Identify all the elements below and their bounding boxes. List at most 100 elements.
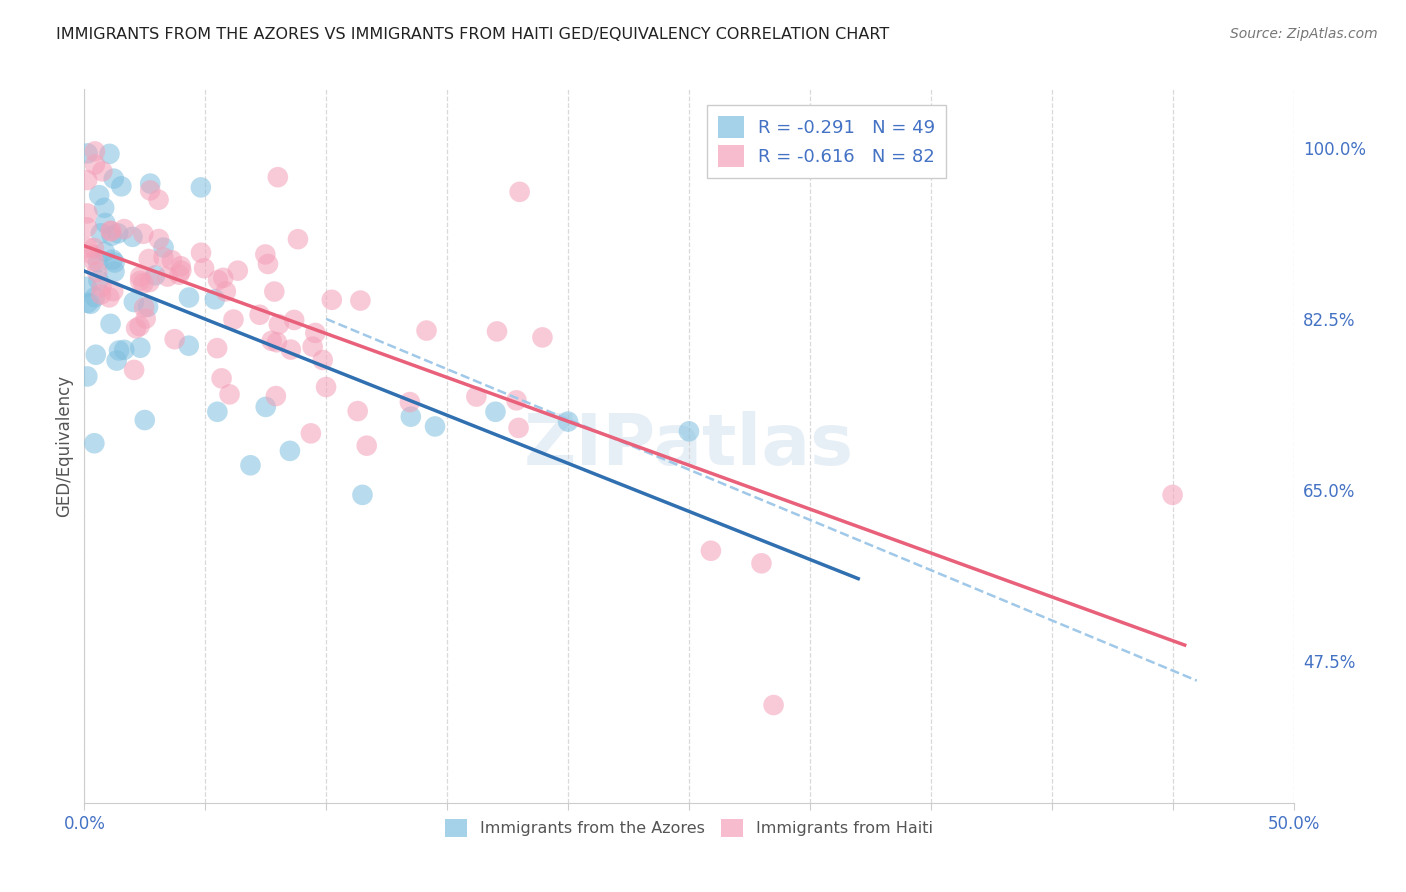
Point [76, 206, 98, 220]
Point [485, 325, 508, 339]
Point [84, 348, 107, 362]
Point [264, 389, 287, 403]
Point [139, 177, 162, 191]
Point [83, 254, 105, 268]
Point [266, 335, 288, 350]
Point [509, 185, 531, 199]
Point [84, 157, 107, 171]
Text: Source: ZipAtlas.com: Source: ZipAtlas.com [1230, 27, 1378, 41]
Point [315, 380, 337, 394]
Point [211, 371, 233, 385]
Point [148, 232, 170, 246]
Point [177, 339, 200, 353]
Point [100, 317, 122, 331]
Text: ZIPatlas: ZIPatlas [524, 411, 853, 481]
Point [132, 276, 155, 290]
Point [263, 285, 285, 299]
Point [93, 244, 115, 259]
Point [100, 224, 122, 238]
Point [239, 458, 262, 473]
Point [1161, 488, 1184, 502]
Point [98, 290, 121, 304]
Point [254, 400, 277, 414]
Y-axis label: GED/Equivalency: GED/Equivalency [55, 375, 73, 517]
Point [76, 280, 98, 294]
Point [301, 340, 323, 354]
Point [352, 488, 374, 502]
Point [152, 240, 174, 254]
Point [278, 443, 301, 458]
Point [283, 313, 305, 327]
Point [287, 232, 309, 246]
Point [349, 293, 371, 308]
Point [160, 253, 183, 268]
Point [177, 291, 200, 305]
Point [190, 245, 212, 260]
Point [143, 268, 166, 283]
Point [304, 326, 326, 340]
Point [90, 280, 112, 294]
Point [112, 222, 135, 236]
Point [190, 180, 212, 194]
Point [125, 321, 148, 335]
Point [222, 312, 245, 326]
Point [103, 284, 125, 298]
Point [299, 426, 322, 441]
Point [129, 274, 152, 288]
Point [83, 436, 105, 450]
Point [76, 240, 98, 254]
Point [399, 395, 422, 409]
Point [134, 413, 156, 427]
Point [226, 263, 249, 277]
Point [139, 183, 162, 197]
Point [91, 164, 114, 178]
Point [98, 147, 121, 161]
Point [134, 301, 156, 315]
Point [138, 275, 160, 289]
Point [135, 311, 157, 326]
Point [87, 255, 110, 269]
Point [215, 285, 238, 299]
Point [762, 698, 785, 712]
Point [136, 300, 159, 314]
Point [218, 387, 240, 401]
Point [356, 439, 378, 453]
Point [122, 295, 145, 310]
Point [101, 252, 124, 267]
Point [212, 270, 235, 285]
Point [156, 269, 179, 284]
Point [108, 343, 131, 358]
Point [83, 290, 105, 304]
Point [423, 419, 446, 434]
Point [321, 293, 343, 307]
Point [103, 264, 125, 278]
Point [249, 308, 271, 322]
Point [557, 415, 579, 429]
Point [93, 201, 115, 215]
Point [207, 405, 229, 419]
Point [132, 227, 155, 241]
Point [267, 318, 290, 332]
Point [193, 261, 215, 276]
Point [170, 263, 193, 277]
Point [257, 257, 280, 271]
Point [167, 268, 190, 282]
Point [280, 343, 302, 357]
Point [103, 171, 125, 186]
Point [531, 330, 554, 344]
Point [83, 241, 105, 255]
Point [100, 224, 122, 238]
Point [87, 273, 110, 287]
Point [83, 145, 105, 159]
Point [76, 146, 98, 161]
Point [94, 216, 117, 230]
Legend: Immigrants from the Azores, Immigrants from Haiti: Immigrants from the Azores, Immigrants f… [437, 812, 941, 845]
Point [76, 369, 98, 384]
Point [82, 248, 104, 262]
Point [105, 353, 128, 368]
Point [90, 287, 112, 301]
Point [104, 255, 127, 269]
Point [122, 363, 145, 377]
Point [101, 228, 124, 243]
Text: IMMIGRANTS FROM THE AZORES VS IMMIGRANTS FROM HAITI GED/EQUIVALENCY CORRELATION : IMMIGRANTS FROM THE AZORES VS IMMIGRANTS… [56, 27, 890, 42]
